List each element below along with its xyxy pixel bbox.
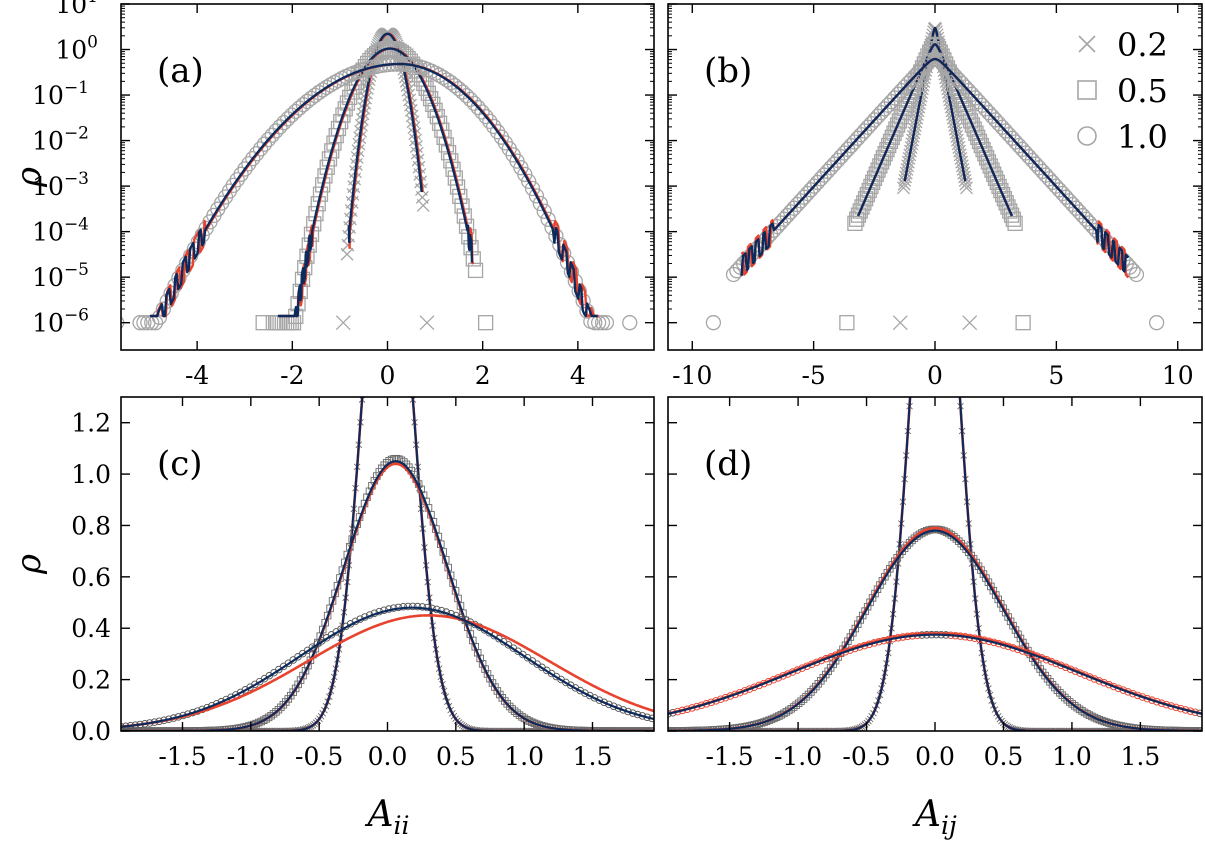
x-tick-label-c-4: 0.5 [436, 742, 476, 771]
x-tick-label-b-4: 10 [1162, 361, 1194, 390]
y-tick-label-c-5: 1.0 [71, 460, 111, 489]
data-marker-tail-a-2-1 [623, 316, 637, 330]
x-tick-label-b-3: 5 [1048, 361, 1064, 390]
x-tick-label-d-3: 0.0 [915, 742, 955, 771]
legend-marker-0.2 [1079, 36, 1095, 52]
legend-label-0: 0.2 [1117, 26, 1168, 64]
y-tick-label-a-2: 10−4 [32, 215, 89, 247]
panel-b-series [706, 22, 1163, 330]
legend-marker-1.0 [1078, 127, 1096, 145]
y-tick-label-c-2: 0.4 [71, 614, 111, 643]
fit-navy-b-1 [858, 44, 1012, 216]
x-tick-label-d-1: -1.0 [774, 742, 822, 771]
panel-label-d: (d) [704, 444, 752, 484]
y-tick-label-c-4: 0.8 [71, 511, 111, 540]
panel-a-axes: -4 -2 0 2 4 10−6 10−5 10−4 10−3 10−2 10−1 100 101 (a)… [9, 0, 654, 390]
data-marker-c-0-148 [361, 374, 367, 380]
data-marker-tail-b-2-1 [1150, 316, 1164, 330]
x-tick-label-a-0: -4 [185, 361, 209, 390]
y-axis-label-c: ρ [9, 554, 49, 575]
x-tick-label-c-2: -0.5 [295, 742, 343, 771]
x-tick-label-d-5: 1.0 [1052, 742, 1092, 771]
data-marker-tail-a-1-1 [479, 316, 493, 330]
x-tick-label-b-2: 0 [927, 361, 943, 390]
y-axis-label-a: ρ [9, 167, 49, 188]
data-marker-a-0-90 [417, 199, 429, 211]
x-tick-label-a-2: 0 [380, 361, 396, 390]
y-tick-label-c-1: 0.2 [71, 666, 111, 695]
data-marker-tail-b-0-1 [963, 316, 977, 330]
y-tick-label-c-6: 1.2 [71, 409, 111, 438]
panel-label-a: (a) [157, 51, 204, 91]
x-tick-label-d-4: 0.5 [984, 742, 1024, 771]
data-marker-tail-b-1-1 [1016, 316, 1030, 330]
data-marker-tail-a-0-0 [336, 316, 350, 330]
data-marker-d-0-176 [954, 353, 960, 359]
x-tick-label-a-4: 4 [570, 361, 586, 390]
legend-label-2: 1.0 [1117, 118, 1168, 156]
panel-c-axes: -1.5 -1.0 -0.5 0.0 0.5 1.0 1.5 0.0 0.2 0.4 0.6 0.8 1… [9, 397, 654, 840]
y-tick-label-a-6: 100 [55, 33, 98, 65]
x-tick-label-b-1: -5 [801, 361, 825, 390]
fit-red-a-2 [151, 64, 599, 316]
plot-data-layer [110, 22, 1204, 734]
data-marker-c-0-177 [408, 374, 414, 380]
data-marker-tail-b-1-0 [840, 316, 854, 330]
x-tick-label-b-0: -10 [672, 361, 712, 390]
data-marker-a-2-118 [592, 316, 606, 330]
x-axis-label-c: Aii [365, 794, 410, 840]
data-marker-c-0-176 [407, 351, 413, 357]
x-tick-label-d-6: 1.5 [1121, 742, 1161, 771]
data-marker-tail-b-0-0 [893, 316, 907, 330]
data-marker-tail-a-0-1 [420, 316, 434, 330]
x-tick-label-c-6: 1.5 [573, 742, 613, 771]
x-axis-label-d: Aij [912, 794, 957, 840]
y-tick-label-a-4: 10−2 [32, 124, 89, 156]
legend-label-1: 0.5 [1117, 72, 1168, 110]
data-marker-c-0-149 [362, 351, 368, 357]
x-tick-label-d-0: -1.5 [706, 742, 754, 771]
y-tick-label-c-3: 0.6 [71, 563, 111, 592]
fit-navy-d-1 [668, 531, 1202, 731]
data-marker-d-0-177 [956, 378, 962, 384]
fit-red-b-1 [858, 44, 1012, 216]
x-tick-label-a-3: 2 [475, 361, 491, 390]
data-marker-tail-b-2-0 [706, 316, 720, 330]
x-tick-label-a-1: -2 [280, 361, 304, 390]
fit-red-b-2 [742, 59, 1129, 278]
y-tick-label-c-0: 0.0 [71, 717, 111, 746]
panel-d-axes: -1.5 -1.0 -0.5 0.0 0.5 1.0 1.5 (d) Aij [668, 397, 1202, 840]
x-tick-label-c-3: 0.0 [368, 742, 408, 771]
x-tick-label-c-0: -1.5 [158, 742, 206, 771]
panel-label-c: (c) [157, 444, 203, 484]
data-marker-d-0-148 [908, 378, 914, 384]
legend-marker-0.5 [1078, 81, 1096, 99]
y-tick-label-a-1: 10−5 [32, 260, 89, 292]
data-marker-d-0-149 [910, 353, 916, 359]
fit-navy-a-2 [150, 64, 598, 316]
fit-red-d-1 [668, 528, 1202, 731]
panel-label-b: (b) [704, 51, 752, 91]
fit-red-a-1 [279, 49, 473, 316]
y-tick-label-a-0: 10−6 [32, 306, 89, 338]
y-tick-label-a-7: 101 [55, 0, 98, 19]
x-tick-label-c-1: -1.0 [227, 742, 275, 771]
y-tick-label-a-5: 10−1 [32, 78, 89, 110]
fit-red-d-2 [668, 633, 1202, 713]
fit-navy-b-2 [742, 59, 1129, 276]
fit-navy-d-2 [668, 635, 1202, 714]
fit-navy-c-2 [121, 608, 654, 727]
x-tick-label-c-5: 1.0 [504, 742, 544, 771]
x-tick-label-d-2: -0.5 [842, 742, 890, 771]
